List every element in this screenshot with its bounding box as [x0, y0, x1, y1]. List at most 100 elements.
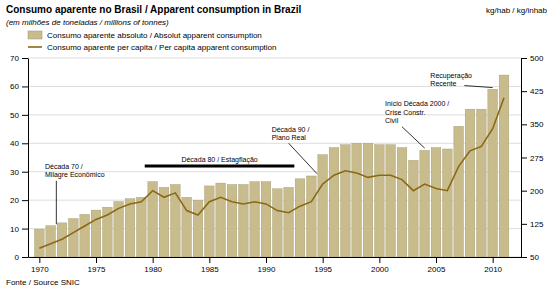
tick-mark — [22, 172, 28, 173]
grid-line — [28, 143, 521, 144]
annotation: Década 70 /Milagre Econômico — [45, 163, 105, 224]
tick: 200 — [521, 187, 544, 196]
bar — [273, 189, 283, 257]
tick-mark — [22, 58, 28, 59]
tick-mark — [22, 257, 28, 258]
tick: 60 — [10, 82, 28, 91]
tick-label: 350 — [530, 120, 544, 129]
bar — [35, 229, 45, 257]
annotation: RecuperaçãoRecente — [430, 72, 492, 88]
line — [39, 98, 504, 248]
tick-label: 1995 — [314, 265, 332, 274]
tick-label: 425 — [530, 87, 544, 96]
annotation: Década 80 / Estagflação — [145, 156, 295, 166]
tick: 30 — [10, 168, 28, 177]
tick-label: 275 — [530, 154, 544, 163]
legend-swatch — [28, 31, 42, 39]
bar — [284, 187, 294, 257]
tick-mark — [521, 224, 527, 225]
tick-mark — [22, 229, 28, 230]
annotation-arrow — [402, 127, 425, 148]
bar — [125, 199, 135, 257]
tick-label: 500 — [530, 54, 544, 63]
tick-mark — [22, 200, 28, 201]
legend-item: Consumo aparente absoluto / Absolut appa… — [28, 31, 262, 40]
tick-label: 2010 — [484, 265, 502, 274]
tick: 2010 — [484, 257, 502, 274]
tick: 1990 — [258, 257, 276, 274]
tick-mark — [96, 257, 97, 263]
annotation-arrow — [289, 143, 317, 173]
x-axis-line — [29, 257, 522, 258]
tick-label: 40 — [10, 139, 19, 148]
bar — [318, 155, 328, 257]
bar — [488, 89, 498, 257]
legend-label: Consumo aparente absoluto / Absolut appa… — [47, 31, 262, 40]
annotation: Década 90 /Plano Real — [272, 126, 317, 174]
bar — [261, 182, 271, 257]
bar — [250, 182, 260, 257]
tick: 500 — [521, 54, 544, 63]
tick: 1975 — [88, 257, 106, 274]
bar — [386, 145, 396, 257]
tick: 1985 — [201, 257, 219, 274]
tick: 0 — [15, 253, 28, 262]
tick-mark — [521, 257, 527, 258]
bar — [227, 185, 237, 257]
tick-mark — [266, 257, 267, 263]
bar — [409, 160, 419, 257]
bar — [443, 149, 453, 257]
bar — [91, 210, 101, 257]
x-axis: 197019751980198519901995200020052010 — [29, 257, 522, 274]
bar — [341, 145, 351, 257]
tick-mark — [521, 58, 527, 59]
tick-label: 1990 — [258, 265, 276, 274]
annotation-arrow — [56, 181, 57, 224]
annotation-text: RecuperaçãoRecente — [430, 72, 472, 88]
tick-label: 50 — [530, 253, 539, 262]
source: Fonte / Source SNIC — [6, 278, 80, 287]
tick-label: 30 — [10, 168, 19, 177]
tick-mark — [493, 257, 494, 263]
grid — [28, 58, 521, 257]
y-axis: 0 10 20 30 40 50 60 70 — [10, 54, 28, 262]
tick-mark — [39, 257, 40, 263]
bar — [80, 214, 90, 257]
annotation: Início Década 2000 /Crise Constr.Civil — [385, 100, 449, 148]
tick: 350 — [521, 120, 544, 129]
bar — [329, 148, 339, 257]
subtitle: (em milhões de toneladas / millions of t… — [6, 18, 169, 27]
bar — [46, 226, 56, 257]
bar — [454, 126, 464, 257]
tick: 70 — [10, 54, 28, 63]
tick: 50 — [10, 111, 28, 120]
bar — [352, 143, 362, 257]
bar — [363, 143, 373, 257]
grid-line — [28, 58, 521, 59]
tick-label: 20 — [10, 196, 19, 205]
tick-label: 1985 — [201, 265, 219, 274]
tick: 10 — [10, 225, 28, 234]
tick-mark — [521, 191, 527, 192]
tick: 1995 — [314, 257, 332, 274]
tick-mark — [436, 257, 437, 263]
tick: 2005 — [428, 257, 446, 274]
bar — [171, 185, 181, 257]
bar — [239, 185, 249, 257]
tick: 2000 — [371, 257, 389, 274]
annotations: Década 70 /Milagre Econômico Década 80 / … — [45, 72, 493, 224]
bar — [216, 183, 226, 257]
grid-line — [28, 114, 521, 115]
tick-mark — [153, 257, 154, 263]
tick-label: 0 — [15, 253, 20, 262]
bar — [499, 75, 509, 257]
tick-label: 200 — [530, 187, 544, 196]
bar — [397, 148, 407, 257]
tick-label: 2005 — [428, 265, 446, 274]
tick-label: 1980 — [144, 265, 162, 274]
bar — [420, 150, 430, 257]
tick: 40 — [10, 139, 28, 148]
tick: 425 — [521, 87, 544, 96]
chart: 1970197519801985199019952000200520100102… — [0, 0, 553, 289]
y-axis-line — [28, 59, 29, 258]
